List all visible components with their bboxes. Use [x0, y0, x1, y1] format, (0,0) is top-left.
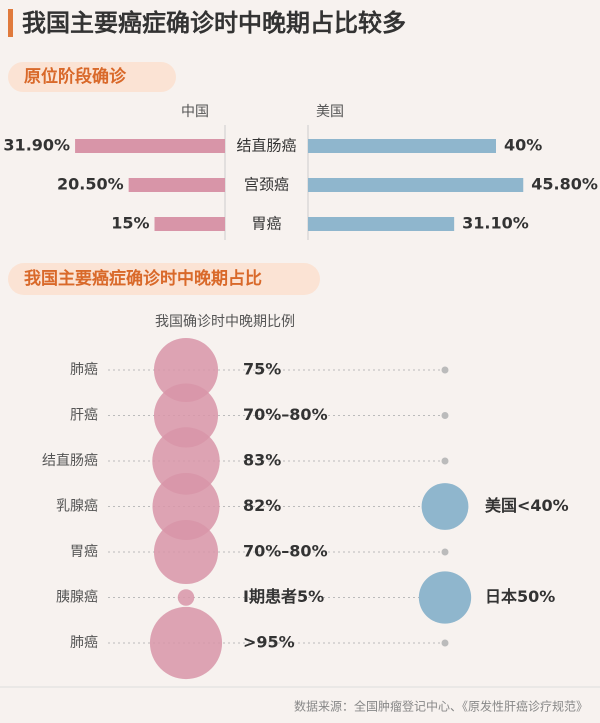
source: 数据来源：全国肿瘤登记中心、《原发性肝癌诊疗规范》: [294, 699, 588, 714]
category-label: 结直肠癌: [236, 137, 296, 155]
bar: [154, 217, 225, 231]
section-title: 原位阶段确诊: [24, 66, 127, 87]
value-label: 31.10%: [462, 214, 529, 233]
bubble: [153, 337, 219, 403]
legend-label: 中国: [181, 104, 209, 120]
category-label: 肝癌: [70, 408, 98, 424]
value-label: 70%–80%: [243, 405, 328, 424]
category-label: 肺癌: [70, 635, 98, 651]
bubble: [177, 589, 195, 606]
category-label: 胰腺癌: [56, 590, 98, 606]
bar: [308, 178, 524, 192]
value-label: 20.50%: [57, 175, 124, 194]
section-pill: [8, 62, 176, 92]
value-label: 83%: [243, 451, 281, 470]
section-title: 我国主要癌症确诊时中晚期占比: [24, 268, 262, 289]
value-label: 美国<40%: [485, 496, 569, 515]
bubble: [149, 606, 223, 680]
bar: [308, 139, 496, 153]
value-label: 40%: [504, 136, 542, 155]
placeholder-dot: [441, 412, 449, 419]
bubble: [421, 483, 469, 530]
value-label: 75%: [243, 360, 281, 379]
placeholder-dot: [441, 366, 449, 374]
value-label: >95%: [243, 633, 295, 652]
category-label: 结直肠癌: [42, 452, 98, 469]
placeholder-dot: [441, 548, 449, 556]
bar: [75, 139, 225, 153]
value-label: Ⅰ期患者5%: [243, 587, 324, 606]
placeholder-dot: [441, 639, 449, 647]
placeholder-dot: [441, 457, 449, 465]
bubble: [152, 472, 220, 541]
value-label: 日本50%: [485, 587, 555, 606]
section-pill: [8, 263, 320, 295]
bubble: [418, 571, 472, 624]
bar: [128, 178, 225, 192]
category-label: 胃癌: [70, 544, 98, 560]
value-label: 70%–80%: [243, 542, 328, 561]
value-label: 45.80%: [531, 175, 598, 194]
title-bar: [8, 9, 13, 37]
category-label: 肺癌: [70, 362, 98, 378]
bar: [308, 217, 455, 231]
bubble: [153, 519, 219, 585]
value-label: 82%: [243, 496, 281, 515]
value-label: 31.90%: [3, 136, 70, 155]
value-label: 15%: [111, 214, 149, 233]
category-label: 乳腺癌: [56, 499, 98, 515]
legend-label: 美国: [316, 104, 344, 120]
title: 我国主要癌症确诊时中晚期占比较多: [22, 9, 406, 37]
category-label: 胃癌: [251, 215, 281, 233]
subtitle: 我国确诊时中晚期比例: [155, 314, 295, 330]
category-label: 宫颈癌: [244, 176, 289, 194]
